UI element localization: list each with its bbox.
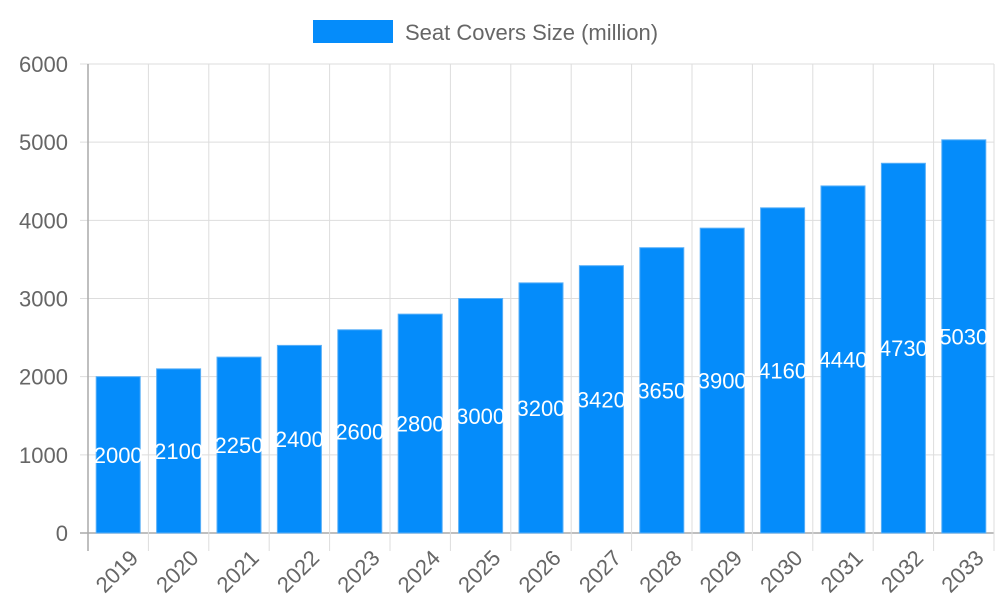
- data-label: 2600: [335, 419, 384, 444]
- x-tick-label: 2030: [755, 545, 807, 597]
- bar: [699, 227, 745, 534]
- legend-label: Seat Covers Size (million): [405, 20, 658, 45]
- bar: [397, 313, 443, 534]
- x-tick-label: 2024: [393, 545, 445, 597]
- data-label: 4440: [819, 347, 868, 372]
- y-tick-label: 0: [56, 521, 68, 546]
- bar: [458, 298, 504, 534]
- y-tick-label: 3000: [19, 287, 68, 312]
- data-label: 5030: [939, 324, 988, 349]
- data-label: 2000: [94, 443, 143, 468]
- bar: [820, 185, 866, 534]
- legend[interactable]: Seat Covers Size (million): [313, 20, 658, 45]
- bar: [276, 344, 322, 534]
- bar: [95, 376, 141, 534]
- y-tick-label: 2000: [19, 365, 68, 390]
- bar: [880, 162, 926, 534]
- bar: [639, 247, 685, 534]
- x-tick-label: 2028: [634, 545, 686, 597]
- y-tick-label: 5000: [19, 130, 68, 155]
- bar: [337, 329, 383, 534]
- x-tick-label: 2019: [91, 545, 143, 597]
- data-label: 3420: [577, 387, 626, 412]
- data-label: 3900: [698, 369, 747, 394]
- data-label: 2400: [275, 427, 324, 452]
- y-tick-label: 1000: [19, 443, 68, 468]
- data-label: 2250: [215, 433, 264, 458]
- bar: [941, 139, 987, 534]
- data-label: 4160: [758, 358, 807, 383]
- x-tick-label: 2023: [332, 545, 384, 597]
- x-tick-label: 2032: [876, 545, 928, 597]
- x-tick-label: 2022: [272, 545, 324, 597]
- x-tick-label: 2020: [151, 545, 203, 597]
- x-tick-label: 2029: [695, 545, 747, 597]
- data-label: 3200: [517, 396, 566, 421]
- legend-swatch: [313, 20, 393, 43]
- bar: [760, 207, 806, 534]
- x-tick-label: 2031: [816, 545, 868, 597]
- data-label: 3650: [637, 378, 686, 403]
- x-tick-label: 2026: [514, 545, 566, 597]
- data-label: 4730: [879, 336, 928, 361]
- x-tick-label: 2033: [936, 545, 988, 597]
- x-tick-label: 2021: [212, 545, 264, 597]
- bar: [518, 282, 564, 534]
- x-tick-label: 2027: [574, 545, 626, 597]
- y-tick-label: 4000: [19, 208, 68, 233]
- bar: [216, 356, 262, 534]
- bar: [578, 265, 624, 534]
- y-tick-label: 6000: [19, 52, 68, 77]
- x-tick-label: 2025: [453, 545, 505, 597]
- data-label: 2800: [396, 412, 445, 437]
- data-label: 2100: [154, 439, 203, 464]
- bar: [156, 368, 202, 534]
- data-label: 3000: [456, 404, 505, 429]
